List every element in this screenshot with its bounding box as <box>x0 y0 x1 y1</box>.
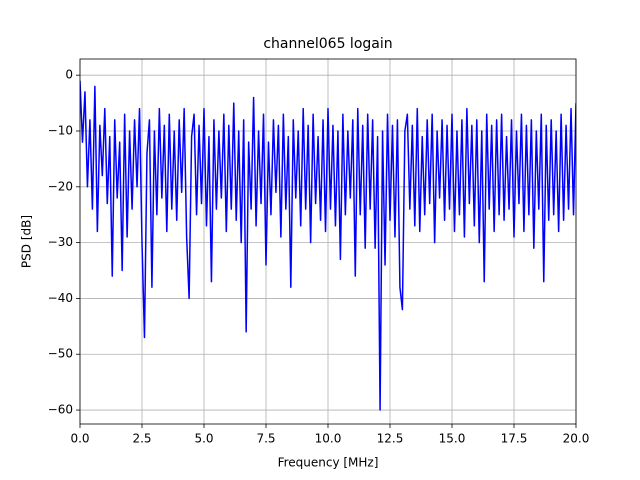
y-tick-label: −20 <box>48 179 73 193</box>
x-tick-label: 0.0 <box>70 432 89 446</box>
y-tick-label: −50 <box>48 347 73 361</box>
x-axis-label: Frequency [MHz] <box>278 456 379 470</box>
x-tick-label: 15.0 <box>439 432 466 446</box>
axes-frame <box>79 58 577 425</box>
chart-title: channel065 logain <box>263 36 392 52</box>
y-tick-label: 0 <box>65 68 73 82</box>
x-tick-label: 12.5 <box>377 432 404 446</box>
y-tick-label: −10 <box>48 123 73 137</box>
y-tick-label: −30 <box>48 235 73 249</box>
x-tick-label: 20.0 <box>563 432 590 446</box>
psd-line <box>80 80 576 411</box>
y-tick-label: −40 <box>48 291 73 305</box>
y-axis-label: PSD [dB] <box>20 215 34 268</box>
x-tick-label: 5.0 <box>194 432 213 446</box>
x-tick-label: 2.5 <box>132 432 151 446</box>
x-tick-label: 17.5 <box>501 432 528 446</box>
x-tick-label: 7.5 <box>256 432 275 446</box>
y-tick-label: −60 <box>48 403 73 417</box>
x-tick-label: 10.0 <box>315 432 342 446</box>
